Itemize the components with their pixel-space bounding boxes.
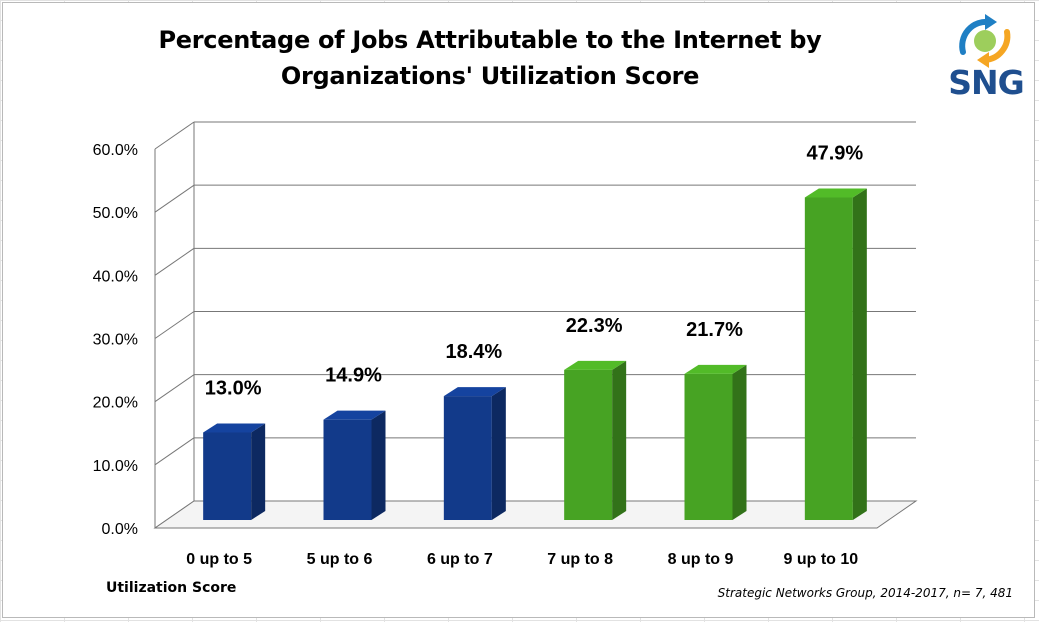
bar-side [371,410,386,520]
x-tick-label: 8 up to 9 [668,551,734,568]
chart-floor [153,500,918,529]
bar-side [852,188,867,520]
x-tick-label: 5 up to 6 [307,551,373,568]
gridlines [154,121,916,529]
bar [684,364,747,520]
bar [564,360,627,520]
data-label: 21.7% [686,319,743,341]
bar-top [804,188,867,198]
data-label: 13.0% [205,377,262,399]
y-tick-label: 60.0% [93,142,138,159]
bar-top [684,364,747,374]
bars [203,188,867,520]
x-tick-label: 7 up to 8 [547,551,613,568]
bar-side [491,387,506,520]
chart-title-line-2: Organizations' Utilization Score [280,62,700,90]
gridline-side [154,121,195,150]
source-note: Strategic Networks Group, 2014-2017, n= … [717,586,1013,600]
labels: 0.0% 10.0% 20.0% 30.0% 40.0% 50.0% 60.0% 13.0% 0… [93,142,864,568]
gridline-side [154,247,195,276]
bar-side [251,423,266,520]
bar [203,423,266,520]
bar-front [203,432,252,520]
bar-side [612,360,627,520]
data-label: 47.9% [806,142,863,164]
y-tick-label: 50.0% [93,205,138,222]
x-tick-label: 9 up to 10 [783,551,858,568]
bar-front [804,197,853,520]
bar-front [323,419,372,520]
data-label: 18.4% [445,341,502,363]
bar-top [443,387,506,397]
x-tick-label: 0 up to 5 [186,551,252,568]
bar-top [323,410,386,420]
data-label: 22.3% [566,315,623,337]
bar-front [564,369,613,520]
bar-top [564,360,627,370]
bar [804,188,867,520]
bar-top [203,423,266,433]
bar-front [443,396,492,520]
x-tick-label: 6 up to 7 [427,551,493,568]
bar [443,387,506,520]
gridline-side [154,374,195,403]
y-tick-label: 30.0% [93,332,138,349]
sng-logo-icon [959,14,1011,68]
chart-title-line-1: Percentage of Jobs Attributable to the I… [158,26,822,54]
y-tick-label: 40.0% [93,268,138,285]
y-tick-label: 10.0% [93,458,138,475]
x-axis-title: Utilization Score [106,580,237,596]
gridline-side [154,437,195,466]
gridline-side [154,184,195,213]
bar-side [732,364,747,520]
y-tick-label: 0.0% [102,521,138,538]
data-label: 14.9% [325,365,382,387]
floor-plane [153,500,918,529]
y-tick-label: 20.0% [93,395,138,412]
gridline-side [154,311,195,339]
bar-front [684,373,733,520]
logo-text: SNG [948,63,1024,102]
bar [323,410,386,520]
